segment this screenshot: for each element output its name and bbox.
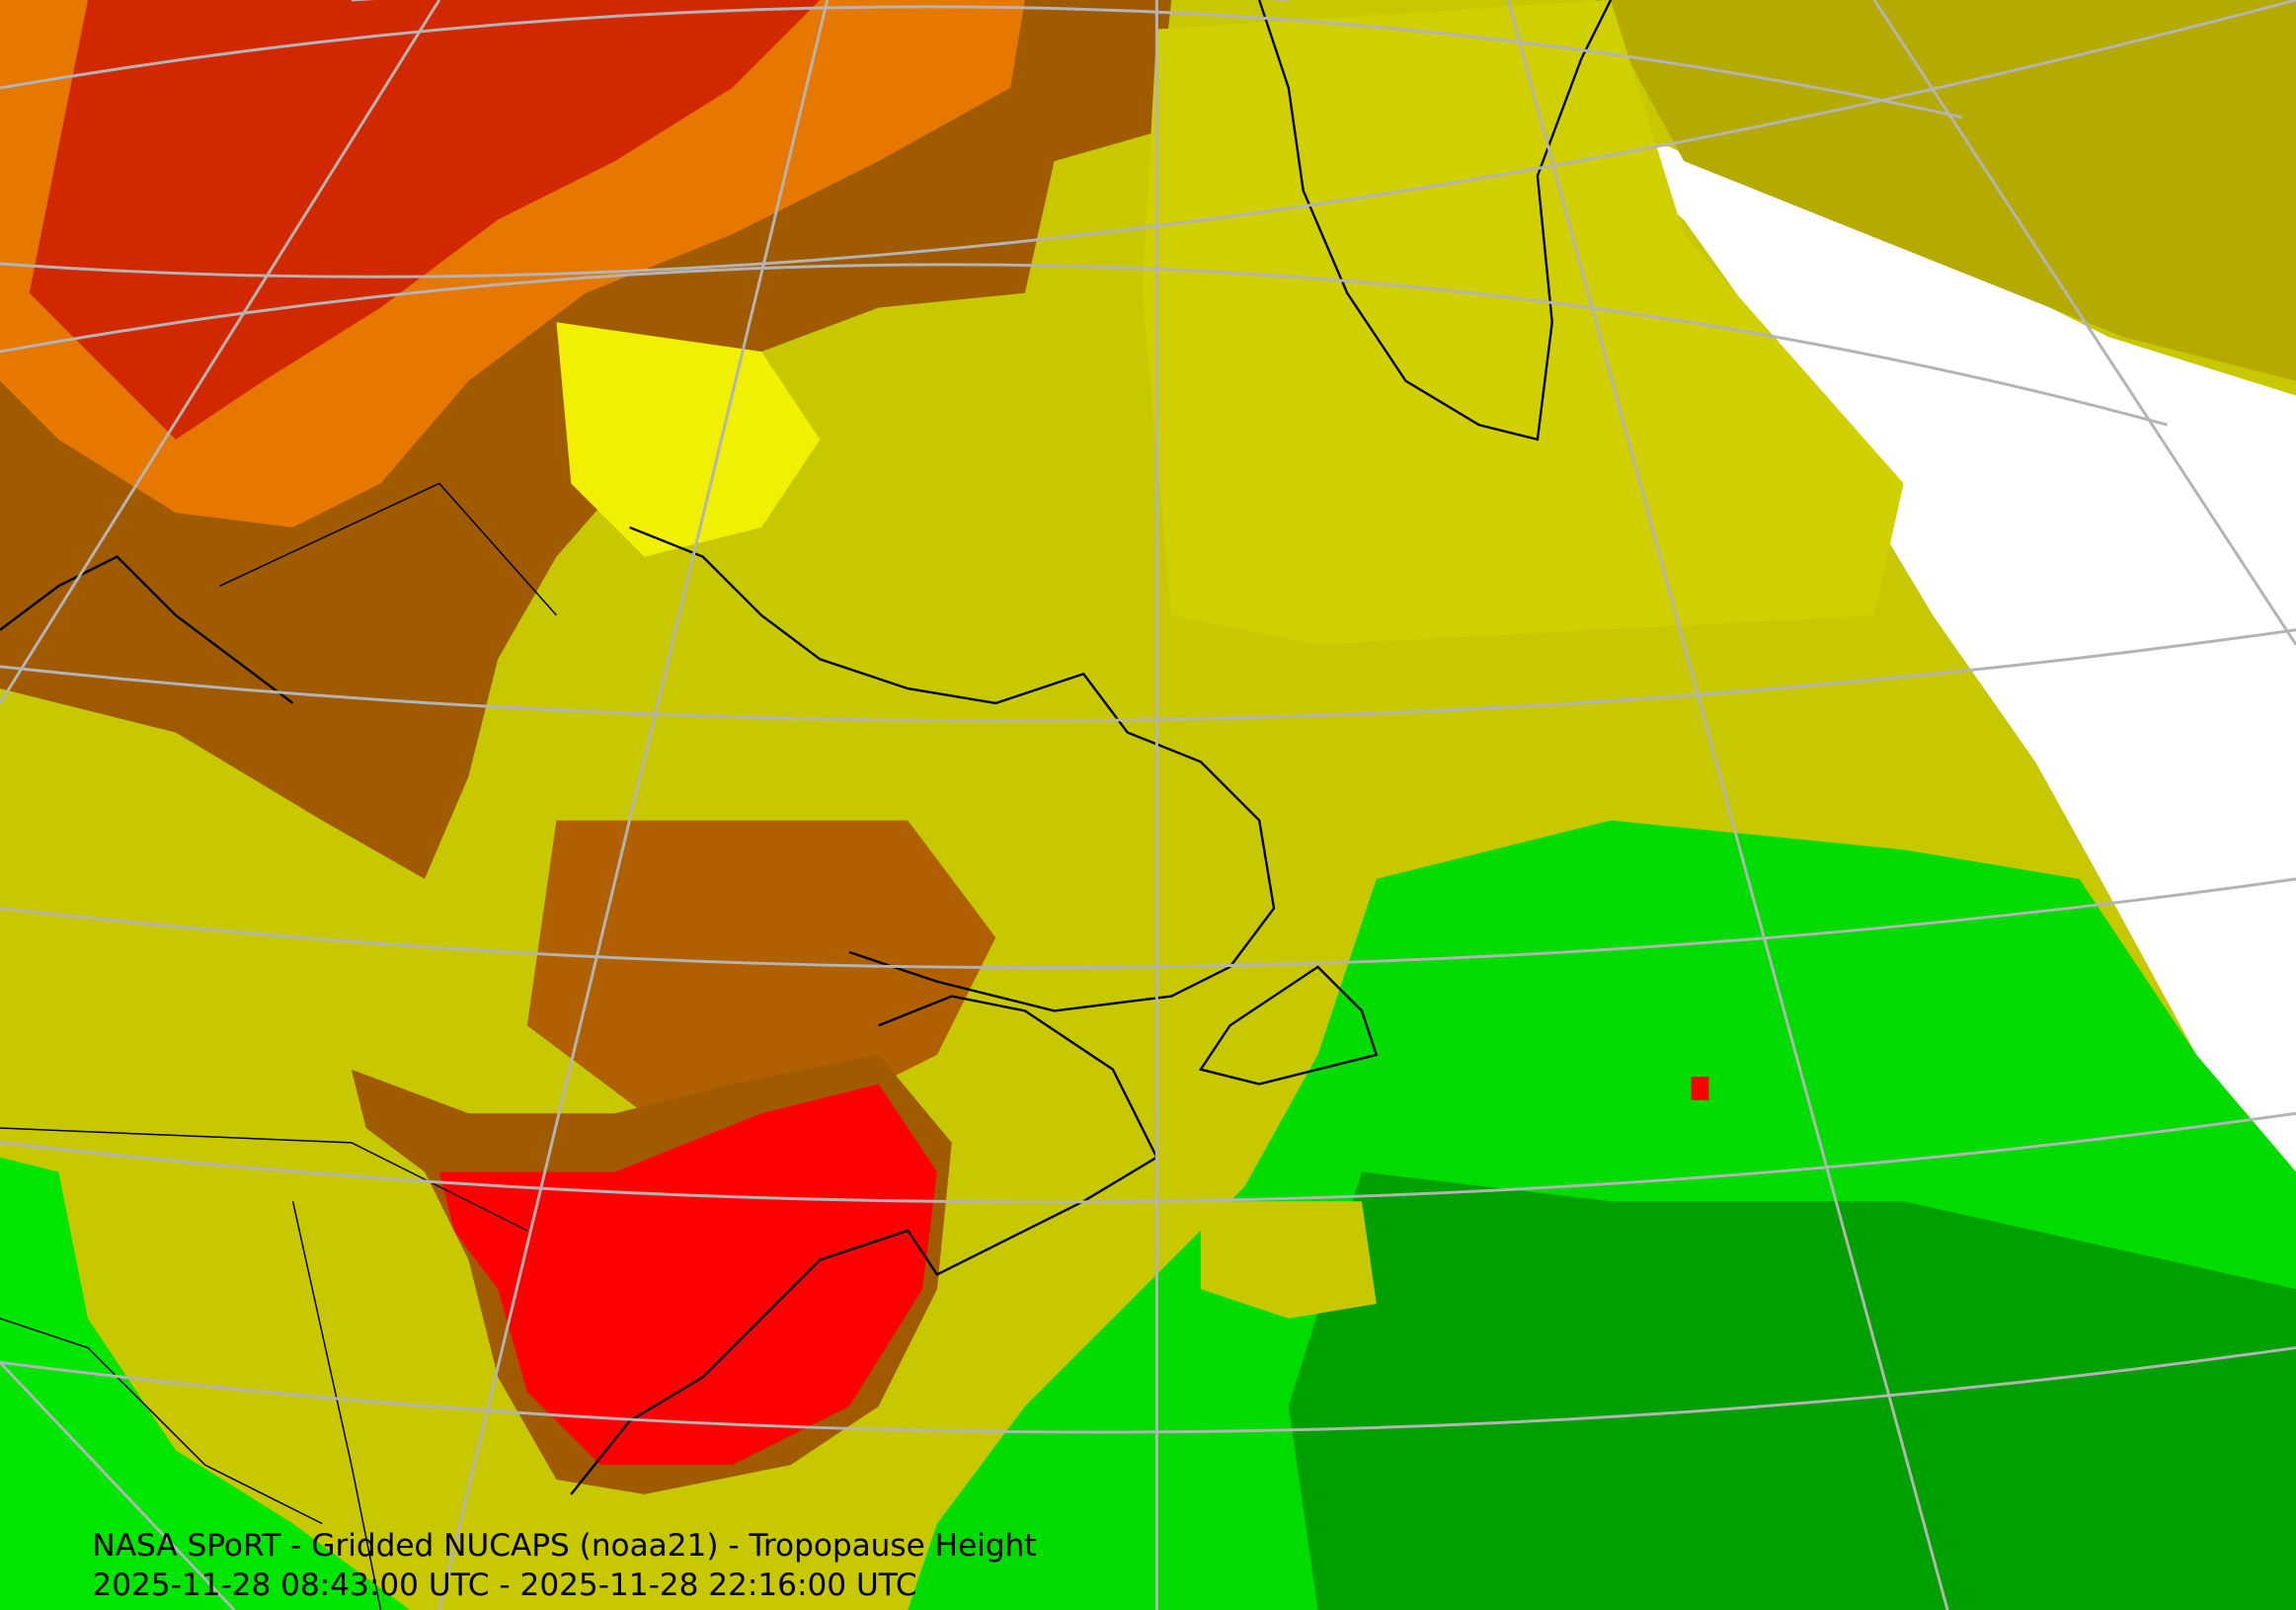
field-brown-central <box>526 820 996 1114</box>
longitude-line <box>1506 0 1949 1610</box>
no-data-area <box>1596 146 2296 1172</box>
latitude-line <box>0 0 2296 279</box>
longitude-line <box>0 1361 236 1610</box>
latitude-line <box>0 1111 2296 1204</box>
field-green-sw <box>0 1157 411 1610</box>
longitude-line <box>1872 0 2296 646</box>
field-red-nw <box>29 0 821 440</box>
caption-time-range: 2025-11-28 08:43:00 UTC - 2025-11-28 22:… <box>92 1568 916 1603</box>
latitude-line <box>0 877 2296 970</box>
political-borders <box>0 482 558 1610</box>
field-yellow-2 <box>1142 0 1904 645</box>
field-green-dark <box>1288 1171 2296 1610</box>
longitude-line <box>437 0 830 1610</box>
field-olive-ne <box>1596 0 2296 381</box>
latitude-line <box>0 5 1963 120</box>
field-yellow-1 <box>556 322 821 557</box>
latitude-line <box>0 628 2296 723</box>
coastline <box>0 0 1613 1495</box>
latitude-line <box>0 1346 2296 1434</box>
field-red-spot <box>1691 1077 1709 1100</box>
caption-title: NASA SPoRT - Gridded NUCAPS (noaa21) - T… <box>92 1528 1036 1564</box>
latitude-line <box>0 263 2168 427</box>
field-yellow-3 <box>1200 1201 1377 1319</box>
field-red-ne-us <box>438 1084 937 1466</box>
longitude-line <box>0 0 441 704</box>
